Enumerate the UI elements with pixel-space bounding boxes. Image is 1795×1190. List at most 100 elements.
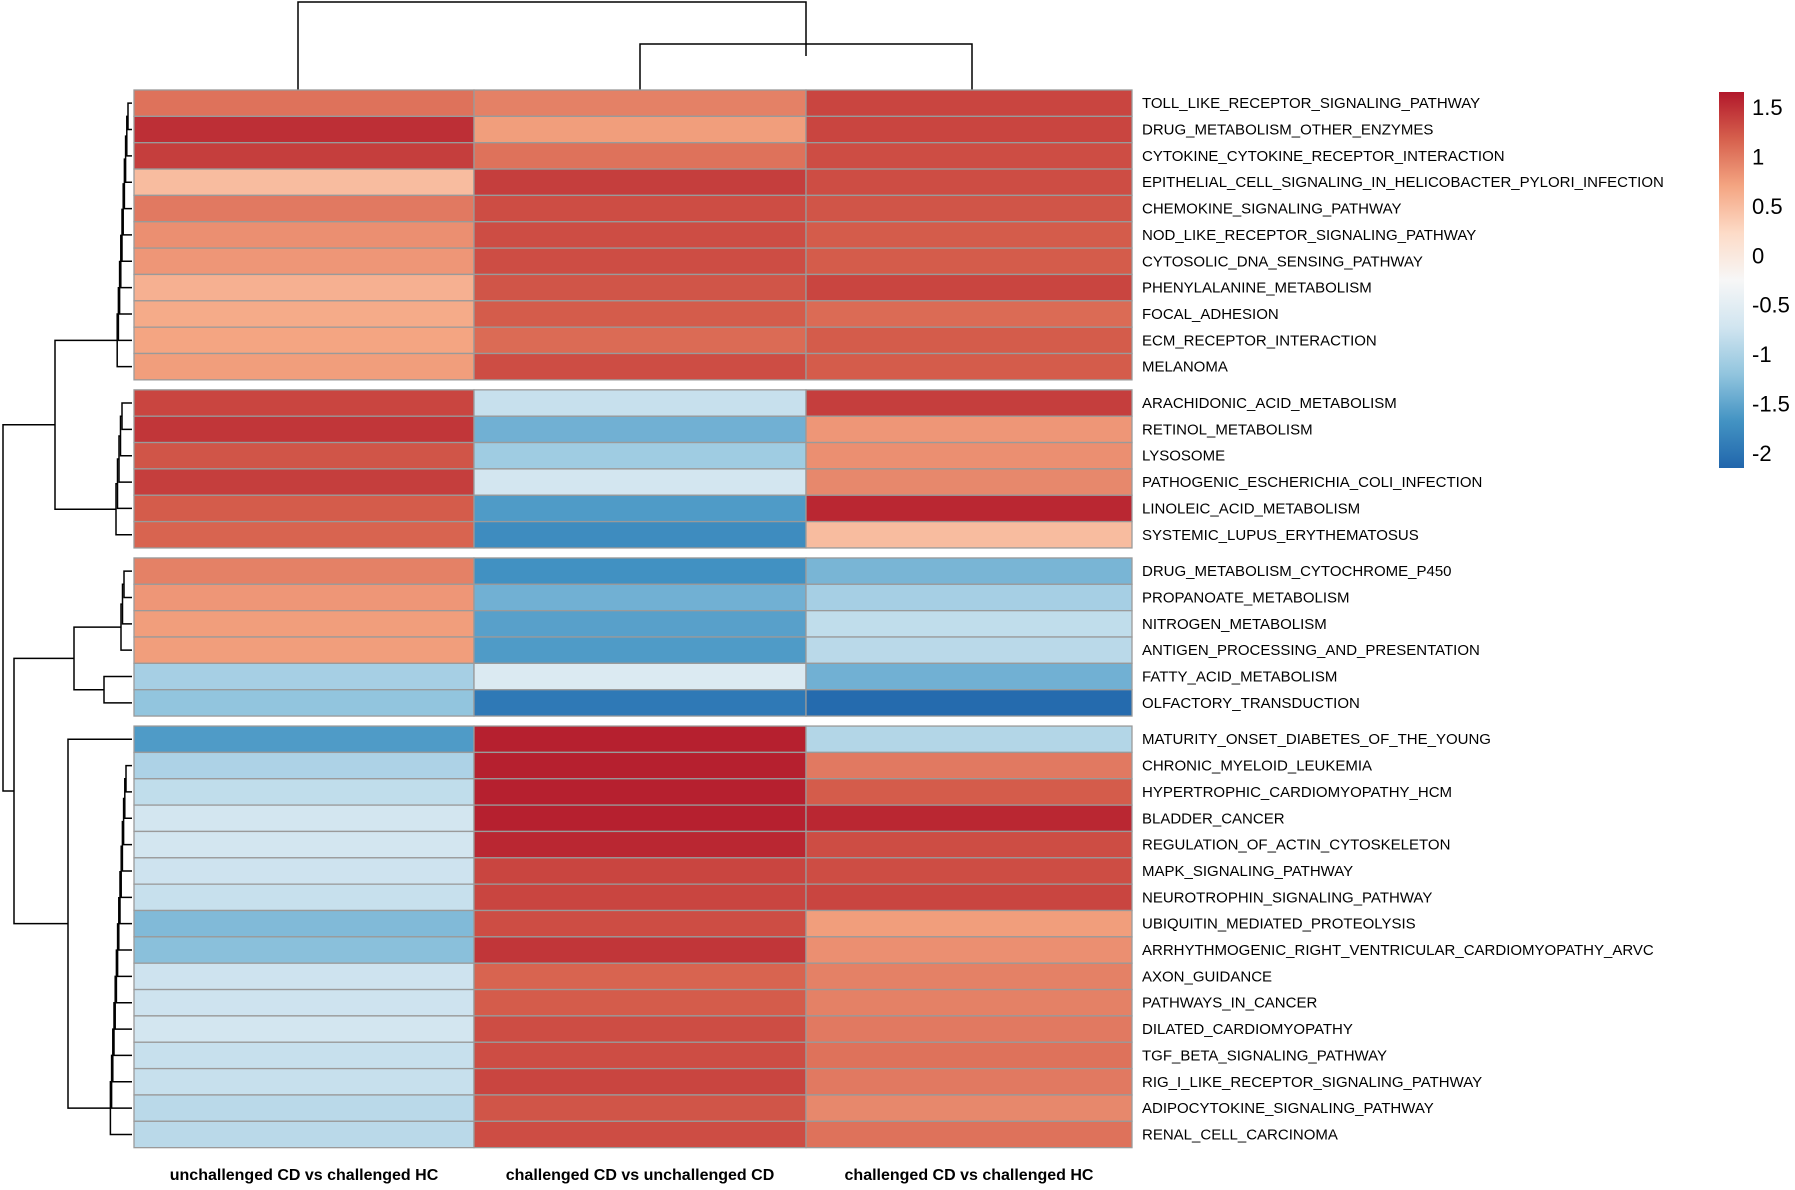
heatmap-cell (473, 194, 807, 223)
color-legend: 1.5 1 0.5 0 -0.5 -1 -1.5 -2 (1719, 92, 1790, 468)
heatmap-cell (473, 415, 807, 444)
heatmap-cell (805, 962, 1133, 991)
row-label: TGF_BETA_SIGNALING_PATHWAY (1142, 1047, 1387, 1064)
heatmap-cell (473, 857, 807, 885)
row-label: PROPANOATE_METABOLISM (1142, 589, 1350, 606)
heatmap-cell (133, 610, 475, 638)
heatmap-cell (473, 636, 807, 665)
heatmap-cell (133, 830, 475, 859)
heatmap-cell (805, 115, 1133, 144)
row-label: PATHWAYS_IN_CANCER (1142, 995, 1317, 1012)
heatmap-cell (473, 1094, 807, 1122)
heatmap-cell (473, 1120, 807, 1149)
row-label: RENAL_CELL_CARCINOMA (1142, 1126, 1338, 1143)
row-label: ADIPOCYTOKINE_SIGNALING_PATHWAY (1142, 1100, 1434, 1117)
heatmap-cell (133, 352, 475, 381)
row-label: OLFACTORY_TRANSDUCTION (1142, 695, 1360, 712)
row-label: CHRONIC_MYELOID_LEUKEMIA (1142, 758, 1372, 775)
heatmap-cell (473, 520, 807, 549)
heatmap-cell (473, 988, 807, 1017)
heatmap-cell (805, 273, 1133, 302)
heatmap-cells (133, 89, 1133, 1149)
heatmap-cell (805, 168, 1133, 197)
row-dendrogram-branch (123, 570, 132, 599)
heatmap-cell (473, 468, 807, 496)
column-dendrogram-branch (639, 43, 973, 90)
row-label: RIG_I_LIKE_RECEPTOR_SIGNALING_PATHWAY (1142, 1074, 1482, 1091)
heatmap-cell (133, 1015, 475, 1043)
row-label: FATTY_ACID_METABOLISM (1142, 669, 1337, 686)
heatmap-cell (133, 89, 475, 118)
row-label: DILATED_CARDIOMYOPATHY (1142, 1021, 1353, 1038)
heatmap-cell (805, 300, 1133, 328)
heatmap-cell (133, 557, 475, 585)
heatmap-cell (133, 1041, 475, 1070)
row-label: PATHOGENIC_ESCHERICHIA_COLI_INFECTION (1142, 474, 1482, 491)
row-label: AXON_GUIDANCE (1142, 968, 1272, 985)
heatmap-cell (473, 168, 807, 197)
heatmap-cell (473, 221, 807, 249)
heatmap-cell (473, 662, 807, 691)
heatmap-cell (133, 725, 475, 754)
column-label: unchallenged CD vs challenged HC (170, 1167, 439, 1184)
heatmap-cell (473, 883, 807, 912)
heatmap-cell (133, 778, 475, 806)
row-dendrogram (2, 102, 132, 1136)
legend-tick-labels: 1.5 1 0.5 0 -0.5 -1 -1.5 -2 (1752, 95, 1790, 466)
row-label: LYSOSOME (1142, 448, 1225, 465)
heatmap-cell (805, 662, 1133, 691)
heatmap-cell (133, 804, 475, 833)
heatmap-cell (473, 909, 807, 938)
row-label: HYPERTROPHIC_CARDIOMYOPATHY_HCM (1142, 784, 1452, 801)
legend-tick-label: -1.5 (1752, 392, 1790, 417)
heatmap-cell (133, 1067, 475, 1096)
heatmap-cell (133, 936, 475, 964)
row-dendrogram-branch (103, 675, 132, 704)
heatmap-cell (473, 583, 807, 612)
legend-tick-label: 1 (1752, 144, 1764, 169)
heatmap-cell (473, 494, 807, 523)
row-dendrogram-branch (73, 626, 121, 691)
heatmap-cell (473, 441, 807, 470)
heatmap-cell (805, 1094, 1133, 1122)
heatmap-cell (805, 830, 1133, 859)
row-label: ANTIGEN_PROCESSING_AND_PRESENTATION (1142, 642, 1480, 659)
heatmap-cell (133, 415, 475, 444)
row-label: FOCAL_ADHESION (1142, 306, 1279, 323)
heatmap-cell (473, 689, 807, 717)
heatmap-cell (133, 273, 475, 302)
row-label: RETINOL_METABOLISM (1142, 421, 1313, 438)
row-label: LINOLEIC_ACID_METABOLISM (1142, 500, 1360, 517)
heatmap-cell (805, 689, 1133, 717)
row-dendrogram-branch (127, 102, 132, 131)
heatmap-cell (805, 751, 1133, 780)
row-label: ARACHIDONIC_ACID_METABOLISM (1142, 395, 1397, 412)
heatmap-cell (133, 326, 475, 355)
heatmap-cell (805, 1067, 1133, 1096)
heatmap-cell (805, 468, 1133, 496)
heatmap-cell (805, 415, 1133, 444)
heatmap-cell (473, 751, 807, 780)
heatmap-cell (805, 778, 1133, 806)
heatmap-cell (133, 468, 475, 496)
legend-tick-label: -2 (1752, 441, 1772, 466)
heatmap-cell (805, 804, 1133, 833)
legend-tick-label: -1 (1752, 342, 1772, 367)
column-dendrogram (297, 1, 973, 90)
heatmap-cell (805, 610, 1133, 638)
heatmap-cell (473, 830, 807, 859)
heatmap-cell (805, 352, 1133, 381)
legend-tick-label: 0 (1752, 243, 1764, 268)
row-dendrogram-branch (54, 339, 118, 510)
row-label: CYTOKINE_CYTOKINE_RECEPTOR_INTERACTION (1142, 148, 1505, 165)
heatmap-cell (133, 194, 475, 223)
heatmap-cell (805, 194, 1133, 223)
heatmap-cell (133, 115, 475, 144)
heatmap-cell (473, 142, 807, 170)
heatmap-cell (805, 1120, 1133, 1149)
heatmap-cell (133, 520, 475, 549)
heatmap-cell (473, 326, 807, 355)
heatmap-cell (133, 389, 475, 417)
heatmap-cell (473, 610, 807, 638)
